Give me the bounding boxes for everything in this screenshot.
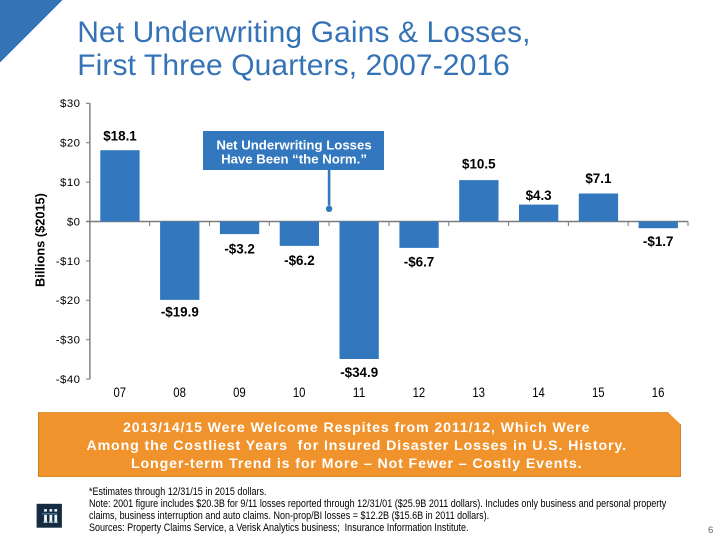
svg-text:-$19.9: -$19.9	[161, 305, 199, 320]
svg-text:$4.3: $4.3	[526, 188, 552, 203]
svg-text:$10: $10	[60, 177, 81, 189]
svg-text:$20: $20	[60, 138, 81, 150]
svg-text:12: 12	[413, 385, 426, 400]
svg-text:-$1.7: -$1.7	[643, 234, 674, 249]
svg-text:07: 07	[114, 385, 127, 400]
svg-text:-$6.2: -$6.2	[284, 253, 315, 268]
svg-text:$0: $0	[67, 216, 81, 228]
svg-text:$30: $30	[60, 98, 81, 110]
svg-text:13: 13	[472, 385, 485, 400]
svg-text:-$34.9: -$34.9	[340, 365, 378, 380]
svg-text:15: 15	[592, 385, 605, 400]
svg-text:$10.5: $10.5	[462, 157, 496, 172]
svg-text:14: 14	[532, 385, 545, 400]
svg-text:Net Underwriting Losses: Net Underwriting Losses	[216, 137, 371, 152]
svg-text:-$6.7: -$6.7	[404, 255, 435, 270]
svg-text:-$30: -$30	[56, 335, 81, 347]
svg-text:$7.1: $7.1	[585, 171, 612, 186]
svg-text:-$20: -$20	[56, 295, 81, 307]
svg-text:-$10: -$10	[56, 256, 81, 268]
svg-text:16: 16	[652, 385, 665, 400]
svg-text:09: 09	[233, 385, 246, 400]
svg-text:-$3.2: -$3.2	[224, 242, 255, 257]
svg-text:11: 11	[353, 385, 366, 400]
svg-text:10: 10	[293, 385, 306, 400]
svg-text:$18.1: $18.1	[103, 128, 137, 143]
svg-text:Billions ($2015): Billions ($2015)	[33, 193, 48, 287]
svg-text:08: 08	[173, 385, 186, 400]
svg-text:Have Been “the Norm.”: Have Been “the Norm.”	[221, 151, 367, 166]
svg-text:-$40: -$40	[56, 374, 81, 386]
